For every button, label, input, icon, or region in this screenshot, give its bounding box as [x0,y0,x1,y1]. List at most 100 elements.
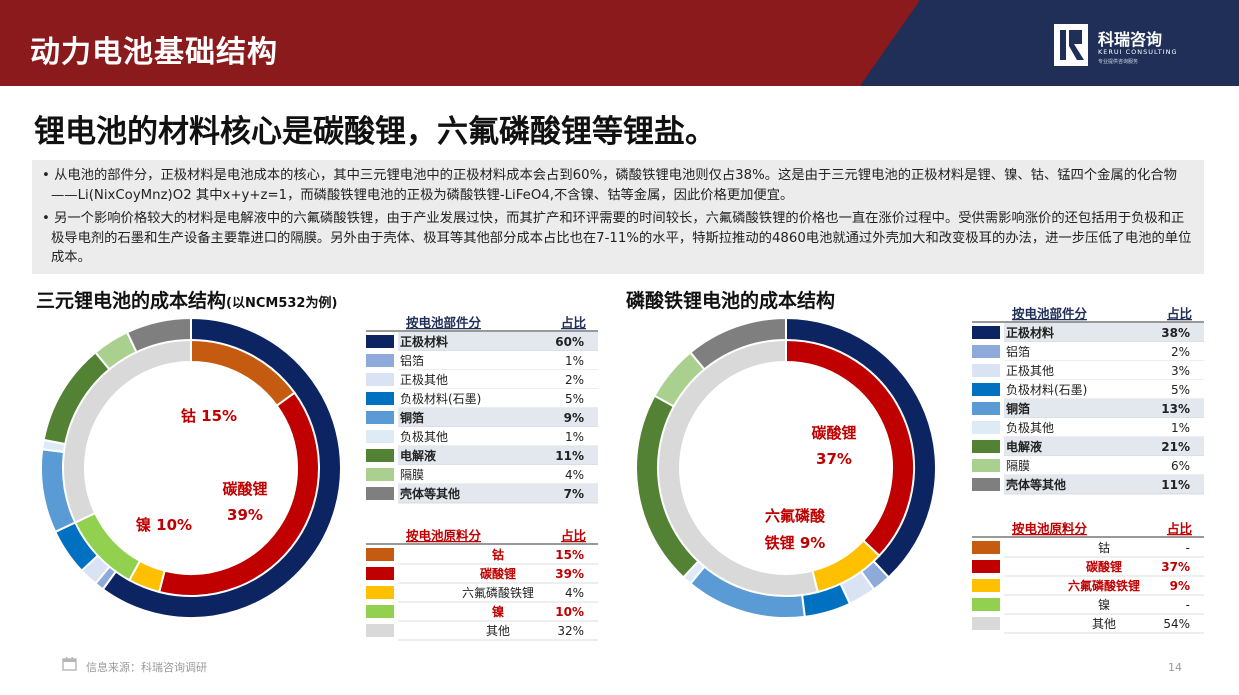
calendar-icon [62,657,77,671]
chart-1-material-swatch-5 [366,624,394,637]
chart-1-component-swatch-9 [366,487,394,500]
chart-1-component-name-1: 正极材料 [400,334,448,349]
chart-2-material-name-5: 其他 [1092,617,1116,631]
chart-2-slice-label-3: 六氟磷酸 [765,507,826,525]
note-2: • 另一个影响价格较大的材料是电解液中的六氟磷酸铁锂，由于产业发展过快，而其扩产… [42,211,1192,265]
chart-2-materials-share-header: 占比 [1167,521,1193,536]
chart-2-material-name-4: 镍 [1098,598,1110,612]
chart-2-component-swatch-4 [972,383,1000,396]
chart-1-component-row-bg-6 [398,427,598,446]
chart-2-component-name-2: 铝箔 [1006,344,1030,359]
header-bar: 动力电池基础结构 科瑞咨询 KERUI CONSULTING 专业提供咨询服务 [0,0,1239,86]
chart-2-material-name-2: 碳酸锂 [1086,559,1122,574]
chart-1-component-name-3: 正极其他 [400,373,448,387]
chart-1-material-name-2: 碳酸锂 [480,566,516,581]
chart-1-component-share-3: 2% [565,373,584,387]
chart-2-component-name-6: 负极其他 [1006,421,1054,435]
chart-1-title: 三元锂电池的成本结构(以NCM532为例) [36,286,337,313]
chart-1-slice-label-3: 39% [227,506,263,524]
chart-2-components-header: 按电池部件分 [1012,306,1088,321]
chart-1-component-row-bg-4 [398,389,598,408]
note-1: • 从电池的部件分，正极材料是电池成本的核心，其中三元锂电池中的正极材料成本会占… [42,168,1177,203]
chart-2-component-row-bg-8 [1004,456,1204,475]
kerui-logo-mark-icon [1054,24,1088,66]
chart-2-component-share-6: 1% [1171,421,1190,435]
chart-1-material-name-4: 镍 [492,604,504,619]
header-navy-band [860,0,1239,86]
chart-1-component-share-6: 1% [565,430,584,444]
chart-1-material-name-1: 钴 [492,547,504,562]
headline: 锂电池的材料核心是碳酸锂，六氟磷酸锂等锂盐。 [34,114,716,150]
page-title: 动力电池基础结构 [30,35,278,70]
chart-1-material-swatch-4 [366,605,394,618]
chart-2-slice-label-4: 铁锂 9% [765,534,826,552]
chart-2-component-row-bg-2 [1004,342,1204,361]
logo-english-name: KERUI CONSULTING [1098,48,1178,56]
chart-2-slice-label-1: 碳酸锂 [811,424,856,442]
chart-2-material-share-3: 9% [1170,579,1190,593]
chart-1-component-name-9: 壳体等其他 [399,486,460,501]
chart-1-material-swatch-3 [366,586,394,599]
chart-1-component-swatch-2 [366,354,394,367]
chart-1-component-share-1: 60% [555,335,584,349]
chart-1-materials-header: 按电池原料分 [406,528,482,543]
chart-2-component-row-bg-6 [1004,418,1204,437]
chart-2-component-share-3: 3% [1171,364,1190,378]
chart-2-component-swatch-7 [972,440,1000,453]
chart-1-materials-share-header: 占比 [561,528,587,543]
chart-2-material-share-5: 54% [1163,617,1190,631]
chart-1-component-row-bg-3 [398,370,598,389]
chart-2-component-row-bg-9 [1004,475,1204,494]
chart-1-component-name-5: 铜箔 [400,410,424,425]
chart-1-slice-label-4: 镍 10% [136,516,192,534]
chart-2-materials-header: 按电池原料分 [1012,521,1088,536]
chart-2-component-share-1: 38% [1161,326,1190,340]
chart-2-material-swatch-5 [972,617,1000,630]
chart-1-component-swatch-7 [366,449,394,462]
chart-1-component-share-8: 4% [565,468,584,482]
chart-1-component-share-9: 7% [564,487,584,501]
chart-1-component-swatch-6 [366,430,394,443]
chart-2-component-swatch-3 [972,364,1000,377]
logo-chinese-name: 科瑞咨询 [1098,30,1163,49]
chart-2-component-name-7: 电解液 [1006,439,1042,454]
chart-1-material-name-3: 六氟磷酸铁锂 [462,585,534,600]
chart-2-component-name-4: 负极材料(石墨) [1006,383,1087,397]
chart-2-material-share-4: - [1186,598,1190,612]
chart-1-component-name-6: 负极其他 [400,430,448,444]
chart-2-component-name-3: 正极其他 [1006,364,1054,378]
chart-1-title-main: 三元锂电池的成本结构 [36,290,227,312]
chart-1-component-share-4: 5% [565,392,584,406]
chart-2-material-swatch-2 [972,560,1000,573]
page-number: 14 [1168,661,1182,674]
chart-2-component-row-bg-7 [1004,437,1204,456]
chart-2-components-share-header: 占比 [1167,306,1193,321]
kerui-logo: 科瑞咨询 KERUI CONSULTING 专业提供咨询服务 [1052,18,1202,70]
chart-1-component-swatch-1 [366,335,394,348]
chart-2-component-share-9: 11% [1161,478,1190,492]
chart-1-component-name-8: 隔膜 [400,468,424,482]
chart-1-slice-label-1: 钴 15% [181,407,237,425]
chart-2-component-share-4: 5% [1171,383,1190,397]
chart-2-material-name-1: 钴 [1098,540,1110,555]
chart-1-components-header: 按电池部件分 [406,315,482,330]
chart-1-components-share-header: 占比 [561,315,587,330]
chart-1-component-row-bg-7 [398,446,598,465]
chart-2-component-swatch-1 [972,326,1000,339]
chart-1-component-row-bg-8 [398,465,598,484]
chart-2-component-row-bg-1 [1004,323,1204,342]
chart-1-material-share-3: 4% [565,586,584,600]
chart-1-material-name-5: 其他 [486,624,510,638]
chart-1-slice-label-2: 碳酸锂 [222,480,267,498]
chart-1-material-share-1: 15% [555,548,584,562]
chart-1-component-name-4: 负极材料(石墨) [400,392,481,406]
chart-2-component-swatch-9 [972,478,1000,491]
chart-1-material-share-2: 39% [555,567,584,581]
chart-2-component-swatch-2 [972,345,1000,358]
chart-1-component-name-2: 铝箔 [400,353,424,368]
chart-2-component-name-5: 铜箔 [1006,401,1030,416]
chart-1-component-name-7: 电解液 [400,448,436,463]
